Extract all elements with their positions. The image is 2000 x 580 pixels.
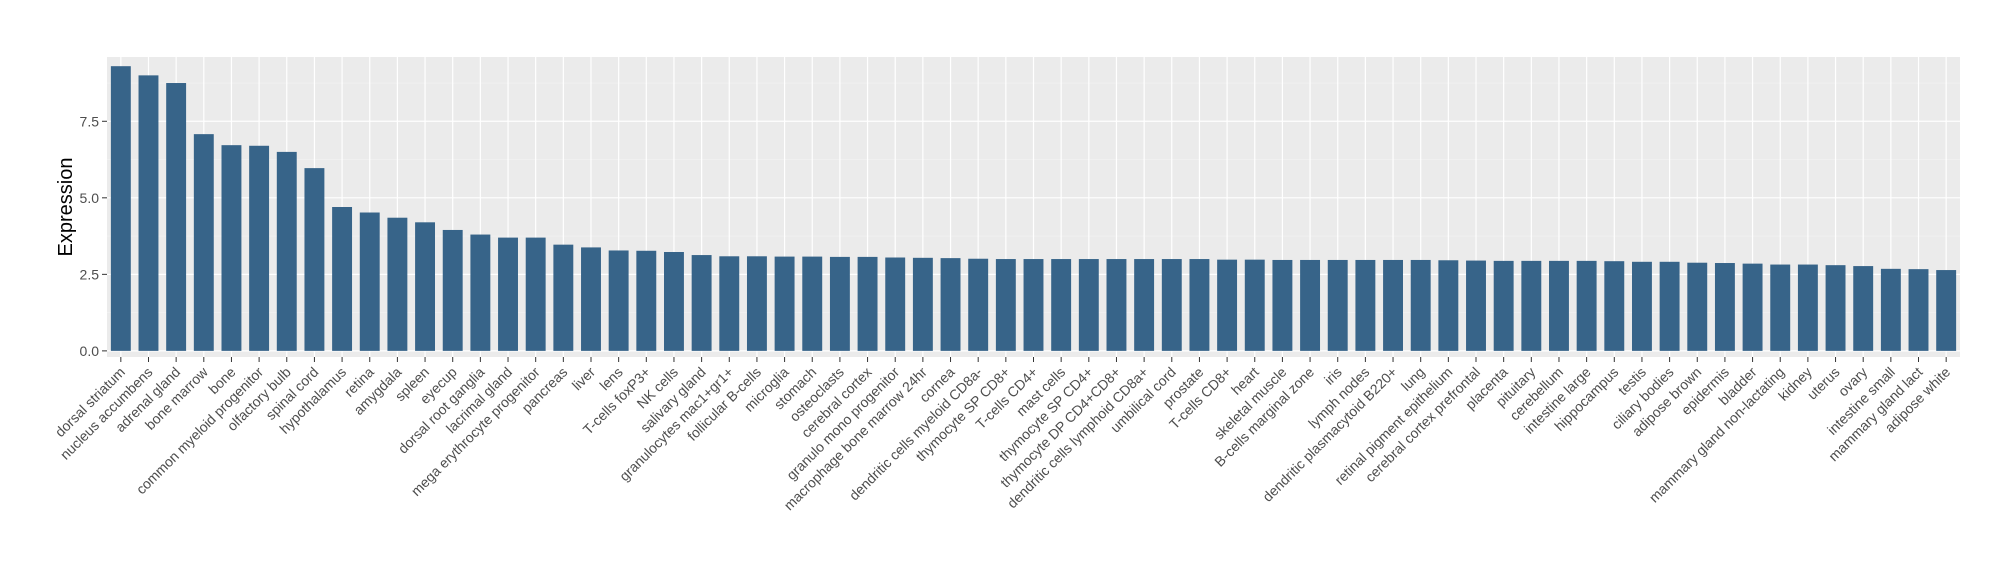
bar [774, 256, 795, 351]
bar [442, 229, 463, 351]
bar [1604, 261, 1625, 351]
bar [746, 256, 767, 351]
bar [1355, 259, 1376, 351]
y-tick-label: 2.5 [80, 266, 100, 282]
bar [221, 145, 242, 351]
bar [1687, 262, 1708, 351]
bar [1327, 259, 1348, 351]
bar [1438, 260, 1459, 351]
bar [581, 247, 601, 351]
bar [1742, 263, 1763, 351]
bar [1466, 260, 1486, 351]
bar [1134, 259, 1155, 351]
bar [940, 258, 961, 351]
bar [166, 83, 187, 351]
bar [1051, 259, 1072, 351]
bar [912, 257, 933, 351]
bar [636, 250, 657, 351]
bar [1493, 260, 1514, 351]
bar [1908, 269, 1929, 351]
bar [470, 234, 491, 351]
bar [995, 259, 1016, 351]
bar [608, 250, 629, 351]
bar [304, 168, 325, 351]
bar [829, 256, 850, 351]
bars [110, 66, 1957, 351]
x-tick-label: uterus [1804, 364, 1843, 403]
bar [553, 244, 574, 351]
bar [249, 145, 270, 351]
bar [332, 207, 353, 351]
y-axis-title: Expression [55, 158, 77, 257]
x-tick-label: liver [569, 364, 599, 394]
bar [387, 217, 408, 351]
bar [664, 252, 684, 351]
bar [857, 256, 878, 351]
bar [1189, 259, 1210, 351]
bar [1383, 259, 1403, 351]
bar [1770, 264, 1791, 351]
bar [1521, 260, 1542, 351]
bar [691, 255, 712, 351]
bar [193, 134, 214, 351]
bar [1631, 261, 1652, 351]
bar [802, 256, 823, 351]
bar [1880, 268, 1901, 351]
bar [498, 237, 518, 351]
bar [525, 237, 546, 351]
bar [1410, 259, 1431, 351]
bar [1853, 266, 1874, 351]
bar [1936, 270, 1957, 351]
bar [138, 75, 159, 351]
y-tick-label: 7.5 [80, 113, 100, 129]
bar [968, 258, 989, 351]
bar [1023, 259, 1044, 351]
bar [1825, 265, 1846, 351]
bar [1576, 260, 1597, 351]
bar [1714, 263, 1735, 351]
bar [1272, 259, 1293, 351]
bar [885, 257, 906, 351]
y-tick-label: 0.0 [80, 343, 100, 359]
bar [1659, 261, 1680, 351]
bar [1797, 264, 1818, 351]
bar [1300, 259, 1321, 351]
bar [276, 151, 297, 351]
bar [719, 256, 740, 351]
bar [1549, 260, 1569, 351]
bar [1244, 259, 1265, 351]
y-axis: 0.0 2.5 5.0 7.5 [80, 113, 107, 359]
bar [359, 212, 380, 351]
y-tick-label: 5.0 [80, 190, 100, 206]
bar [415, 222, 436, 351]
bar [1161, 259, 1182, 351]
bar [110, 66, 131, 351]
bar [1078, 259, 1099, 351]
bar [1106, 259, 1127, 351]
bar [1217, 259, 1238, 351]
